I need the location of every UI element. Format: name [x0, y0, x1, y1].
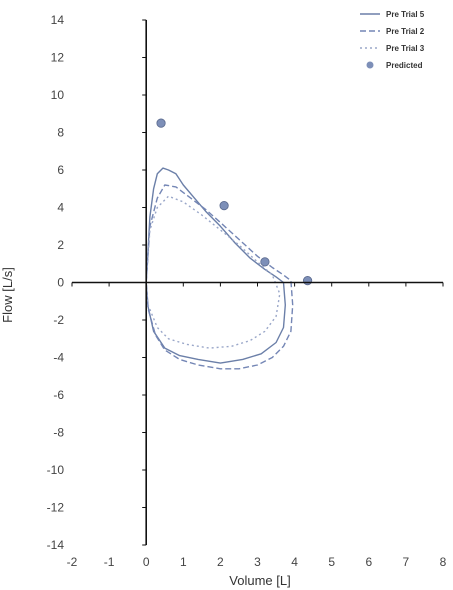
x-tick-label: 8: [440, 555, 447, 569]
x-tick-label: 2: [217, 555, 224, 569]
x-tick-label: -1: [104, 555, 115, 569]
y-tick-label: -12: [47, 501, 65, 515]
y-tick-label: 2: [57, 238, 64, 252]
x-tick-label: 1: [180, 555, 187, 569]
x-tick-label: -2: [67, 555, 78, 569]
legend-label: Pre Trial 5: [386, 10, 425, 19]
legend-marker: [366, 61, 374, 69]
x-tick-label: 7: [403, 555, 410, 569]
legend: Pre Trial 5 Pre Trial 2 Pre Trial 3 Predict…: [360, 10, 425, 70]
predicted-point: [219, 201, 229, 211]
y-axis-label: Flow [L/s]: [0, 267, 15, 323]
legend-label: Pre Trial 3: [386, 44, 425, 53]
series-layer: [145, 118, 313, 370]
x-tick-label: 5: [328, 555, 335, 569]
x-tick-label: 6: [365, 555, 372, 569]
y-tick-label: -8: [53, 426, 64, 440]
y-tick-label: 4: [57, 201, 64, 215]
y-tick-label: -2: [53, 313, 64, 327]
ticks-layer: -2 -1 0 1 2 3 4 5 6 7 814121086420-2-4-6-8-10-12-1…: [47, 13, 447, 569]
predicted-point: [302, 276, 313, 286]
y-tick-label: 0: [57, 276, 64, 290]
y-tick-label: 12: [51, 51, 65, 65]
predicted-point: [260, 257, 270, 267]
series-line: [145, 184, 294, 370]
y-tick-label: -4: [53, 351, 64, 365]
y-tick-label: -10: [47, 463, 65, 477]
legend-label: Pre Trial 2: [386, 27, 425, 36]
y-tick-label: -14: [47, 538, 65, 552]
predicted-point: [156, 118, 166, 128]
y-tick-label: 8: [57, 126, 64, 140]
y-tick-label: 6: [57, 163, 64, 177]
y-tick-label: 14: [51, 13, 65, 27]
x-tick-label: 4: [291, 555, 298, 569]
legend-label: Predicted: [386, 61, 423, 70]
x-tick-label: 0: [143, 555, 150, 569]
y-tick-label: 10: [51, 88, 65, 102]
y-tick-label: -6: [53, 388, 64, 402]
x-tick-label: 3: [254, 555, 261, 569]
x-axis-label: Volume [L]: [229, 573, 290, 588]
